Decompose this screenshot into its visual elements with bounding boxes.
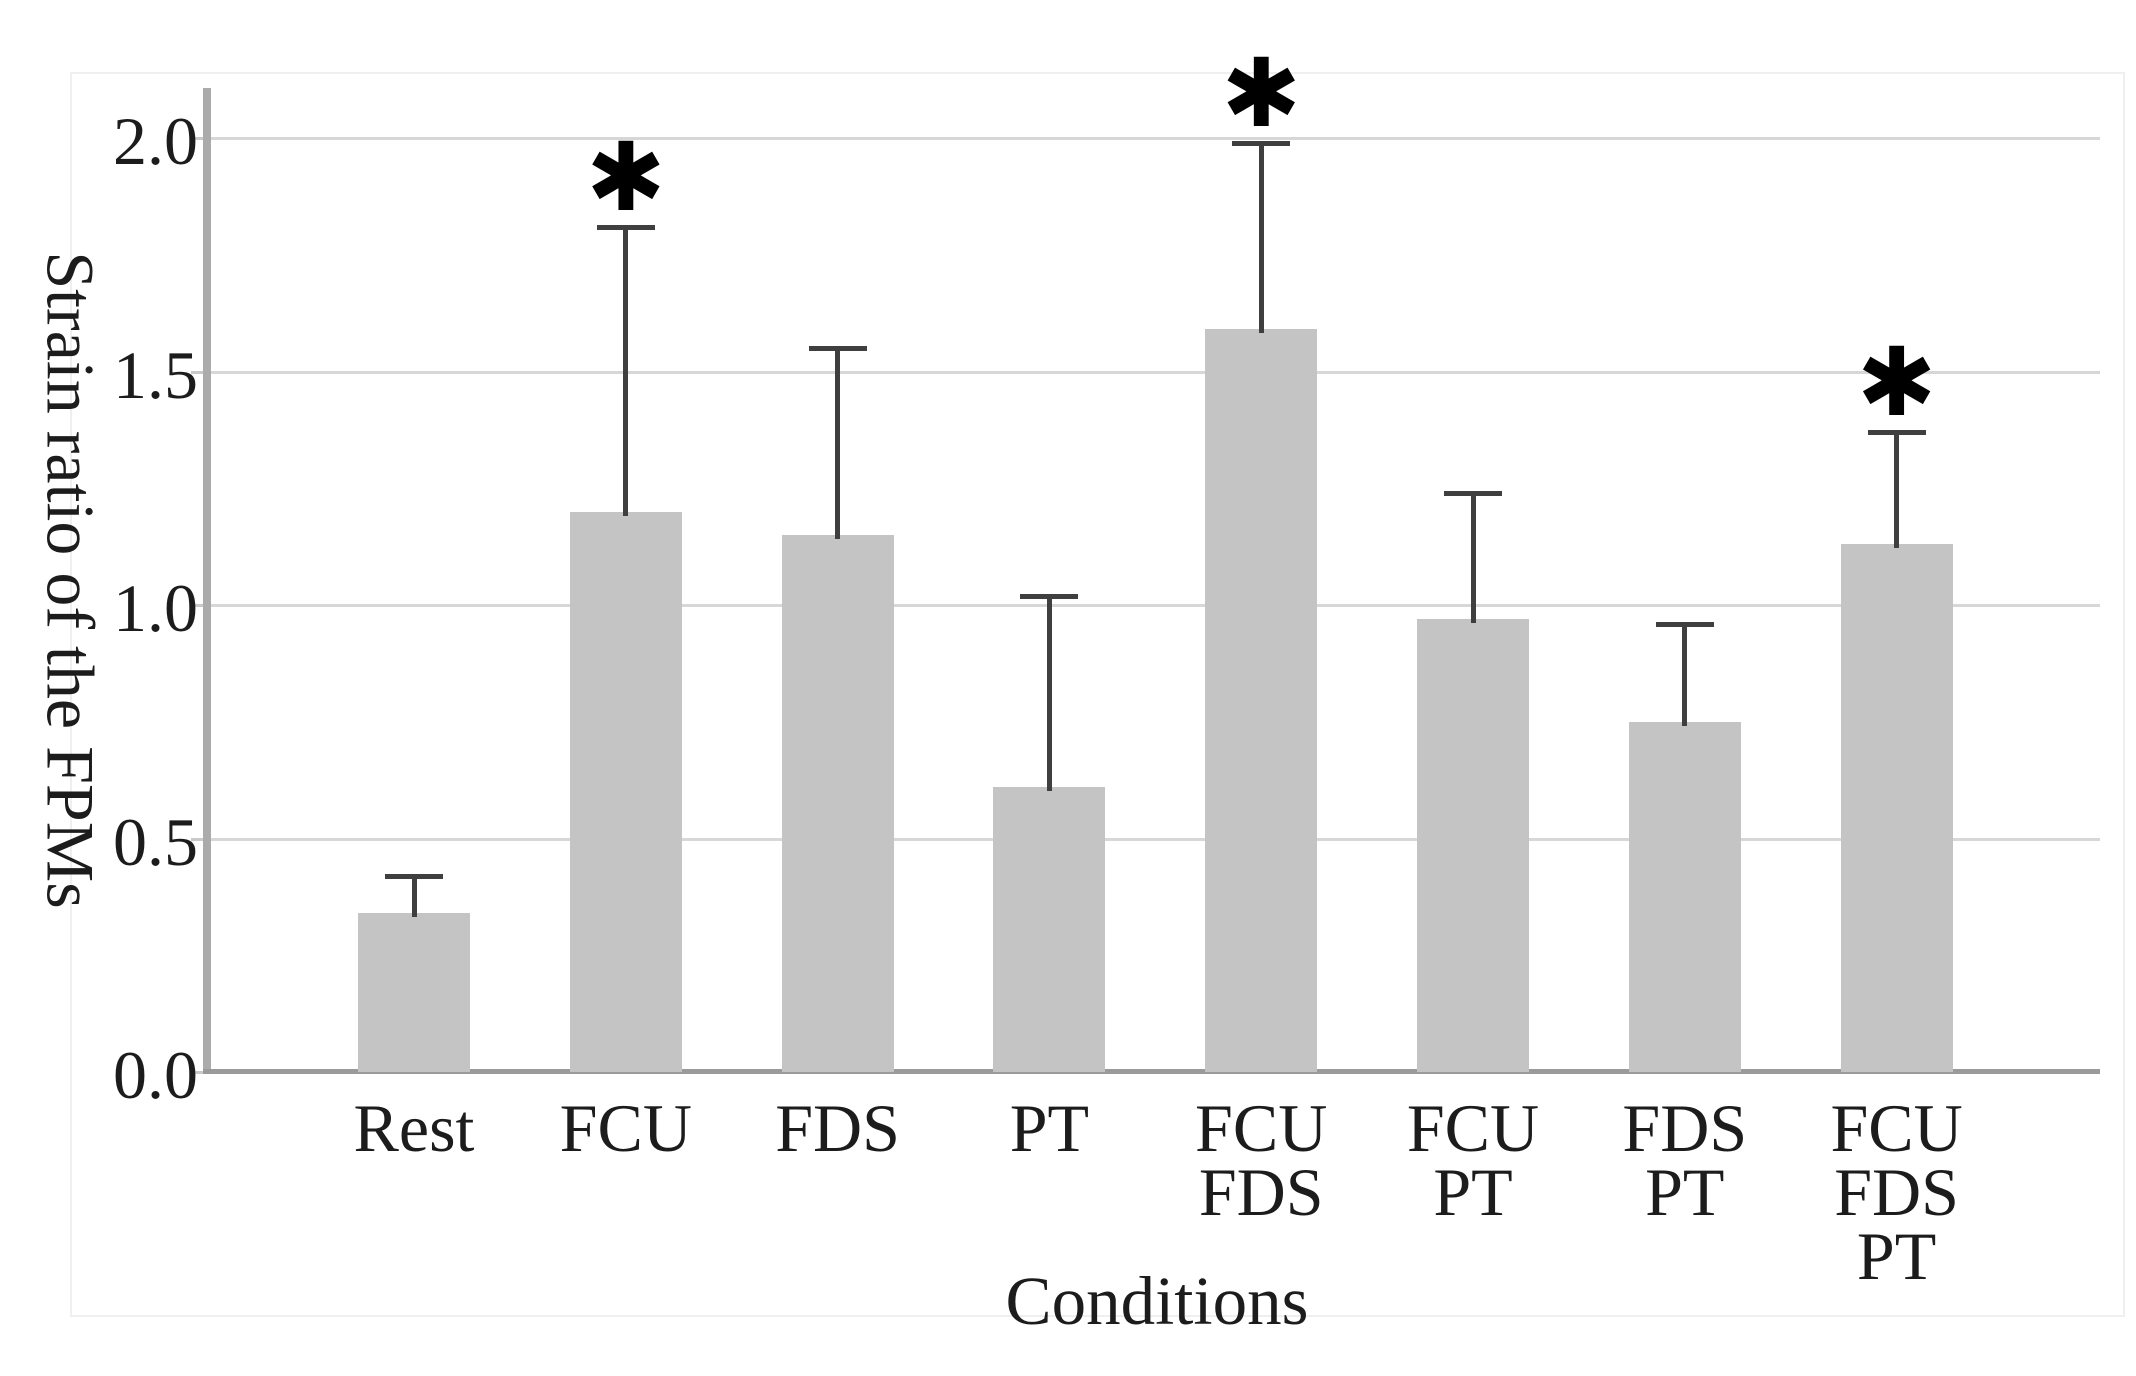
y-tick-mark-2.0 xyxy=(191,137,204,140)
gridline-1.5 xyxy=(207,370,2100,374)
y-tick-mark-1.0 xyxy=(191,604,204,607)
error-bar-stem-fds-pt xyxy=(1682,623,1688,726)
x-tick-label-fds-pt: FDS PT xyxy=(1525,1090,1845,1230)
x-tick-label-fcu: FCU xyxy=(466,1090,786,1166)
x-tick-line: FCU xyxy=(1195,1090,1328,1166)
x-tick-line: Rest xyxy=(353,1090,475,1166)
error-bar-cap-fds xyxy=(808,346,867,352)
significance-asterisk-fcu-fds: ✱ xyxy=(1221,38,1301,149)
y-tick-label-0.0: 0.0 xyxy=(113,1037,198,1113)
bar-fcu xyxy=(569,511,682,1072)
significance-asterisk-fcu-fds-pt: ✱ xyxy=(1856,328,1937,439)
error-bar-cap-fcu-pt xyxy=(1444,490,1502,496)
error-bar-cap-pt xyxy=(1020,593,1079,599)
x-tick-label-fds: FDS xyxy=(678,1090,998,1166)
x-tick-line: FDS xyxy=(1622,1090,1748,1166)
x-tick-line: FCU xyxy=(1830,1090,1963,1166)
x-tick-line: FDS xyxy=(1198,1154,1324,1230)
gridline-1.0 xyxy=(207,604,2100,607)
error-bar-cap-rest xyxy=(385,873,443,879)
x-axis-title: Conditions xyxy=(1005,1263,1309,1339)
x-tick-label-pt: PT xyxy=(889,1090,1209,1166)
plot-area xyxy=(70,72,2125,1317)
x-tick-line: PT xyxy=(1433,1154,1513,1230)
gridline-0.5 xyxy=(207,837,2100,841)
x-tick-line: FCU xyxy=(1406,1090,1540,1166)
x-tick-line: FDS xyxy=(775,1090,900,1166)
error-bar-stem-fcu-pt xyxy=(1470,492,1476,623)
bar-fcu-fds-pt xyxy=(1840,544,1953,1072)
significance-asterisk-fcu: ✱ xyxy=(585,122,666,233)
x-tick-label-fcu-pt: FCU PT xyxy=(1313,1090,1633,1230)
x-tick-label-rest: Rest xyxy=(254,1090,574,1166)
error-bar-cap-fds-pt xyxy=(1655,621,1714,627)
y-tick-label-1.5: 1.5 xyxy=(113,336,198,413)
error-bar-stem-fcu-fds-pt xyxy=(1894,432,1900,549)
y-tick-label-1.0: 1.0 xyxy=(113,570,198,646)
x-tick-line: FDS xyxy=(1834,1154,1959,1230)
y-tick-mark-1.5 xyxy=(191,370,204,374)
x-tick-label-fcu-fds-pt: FCU FDS PT xyxy=(1737,1090,2057,1294)
error-bar-stem-fcu-fds xyxy=(1258,142,1264,334)
y-axis-line xyxy=(203,88,211,1074)
x-tick-line: PT xyxy=(1645,1154,1725,1230)
gridline-2.0 xyxy=(207,137,2100,140)
error-bar-stem-fcu xyxy=(623,226,629,516)
y-tick-label-2.0: 2.0 xyxy=(113,103,198,179)
y-axis-title: Strain ratio of the FPMs xyxy=(32,251,109,909)
bar-fcu-fds xyxy=(1205,329,1318,1072)
error-bar-stem-pt xyxy=(1046,595,1052,792)
x-tick-line: PT xyxy=(1009,1090,1090,1166)
x-tick-label-fcu-fds: FCU FDS xyxy=(1101,1090,1421,1230)
bar-fds-pt xyxy=(1628,721,1741,1072)
bar-fcu-pt xyxy=(1417,619,1529,1072)
x-tick-line: FCU xyxy=(559,1090,692,1166)
bar-pt xyxy=(993,787,1106,1072)
y-tick-mark-0.0 xyxy=(191,1071,204,1074)
x-tick-line: PT xyxy=(1856,1218,1937,1294)
y-tick-mark-0.5 xyxy=(191,837,204,841)
error-bar-cap-fcu xyxy=(596,224,655,230)
y-tick-label-0.5: 0.5 xyxy=(113,803,198,880)
error-bar-cap-fcu-fds xyxy=(1232,140,1291,146)
bar-fds xyxy=(781,534,894,1072)
x-axis-baseline xyxy=(203,1069,2100,1074)
error-bar-stem-fds xyxy=(835,348,841,539)
error-bar-stem-rest xyxy=(411,875,417,918)
bar-rest xyxy=(358,913,470,1072)
error-bar-cap-fcu-fds-pt xyxy=(1867,430,1926,436)
